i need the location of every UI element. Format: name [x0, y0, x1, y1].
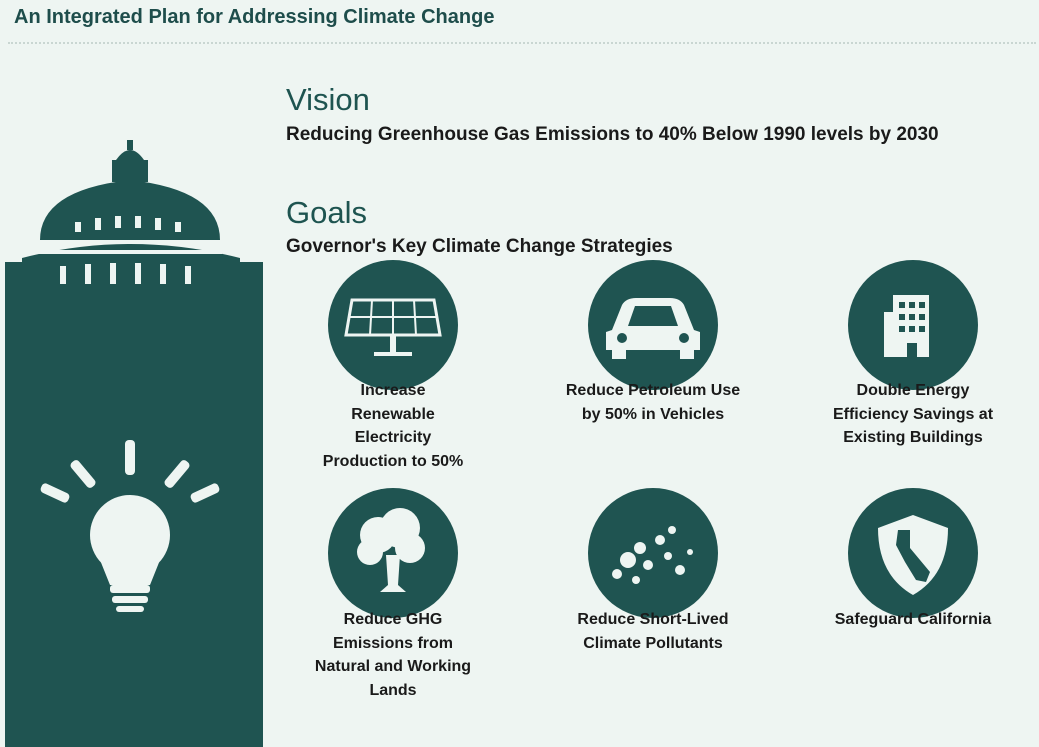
- goals-heading: Goals: [286, 195, 367, 231]
- goals-subheading: Governor's Key Climate Change Strategies: [286, 236, 673, 258]
- vision-heading: Vision: [286, 82, 370, 118]
- goal-label: Double Energy Efficiency Savings at Exis…: [825, 379, 1001, 450]
- divider: [8, 42, 1036, 44]
- header-title: An Integrated Plan for Addressing Climat…: [14, 6, 494, 29]
- goal-label: Reduce GHG Emissions from Natural and Wo…: [313, 608, 473, 702]
- vision-text: Reducing Greenhouse Gas Emissions to 40%…: [286, 121, 1006, 148]
- goal-label: Reduce Petroleum Use by 50% in Vehicles: [565, 379, 741, 426]
- artwork: [0, 0, 1039, 747]
- goal-label: Increase Renewable Electricity Productio…: [318, 379, 468, 473]
- goal-label: Reduce Short-Lived Climate Pollutants: [573, 608, 733, 655]
- page: {"header": {"title": "An Integrated Plan…: [0, 0, 1039, 747]
- goal-label: Safeguard California: [833, 608, 993, 632]
